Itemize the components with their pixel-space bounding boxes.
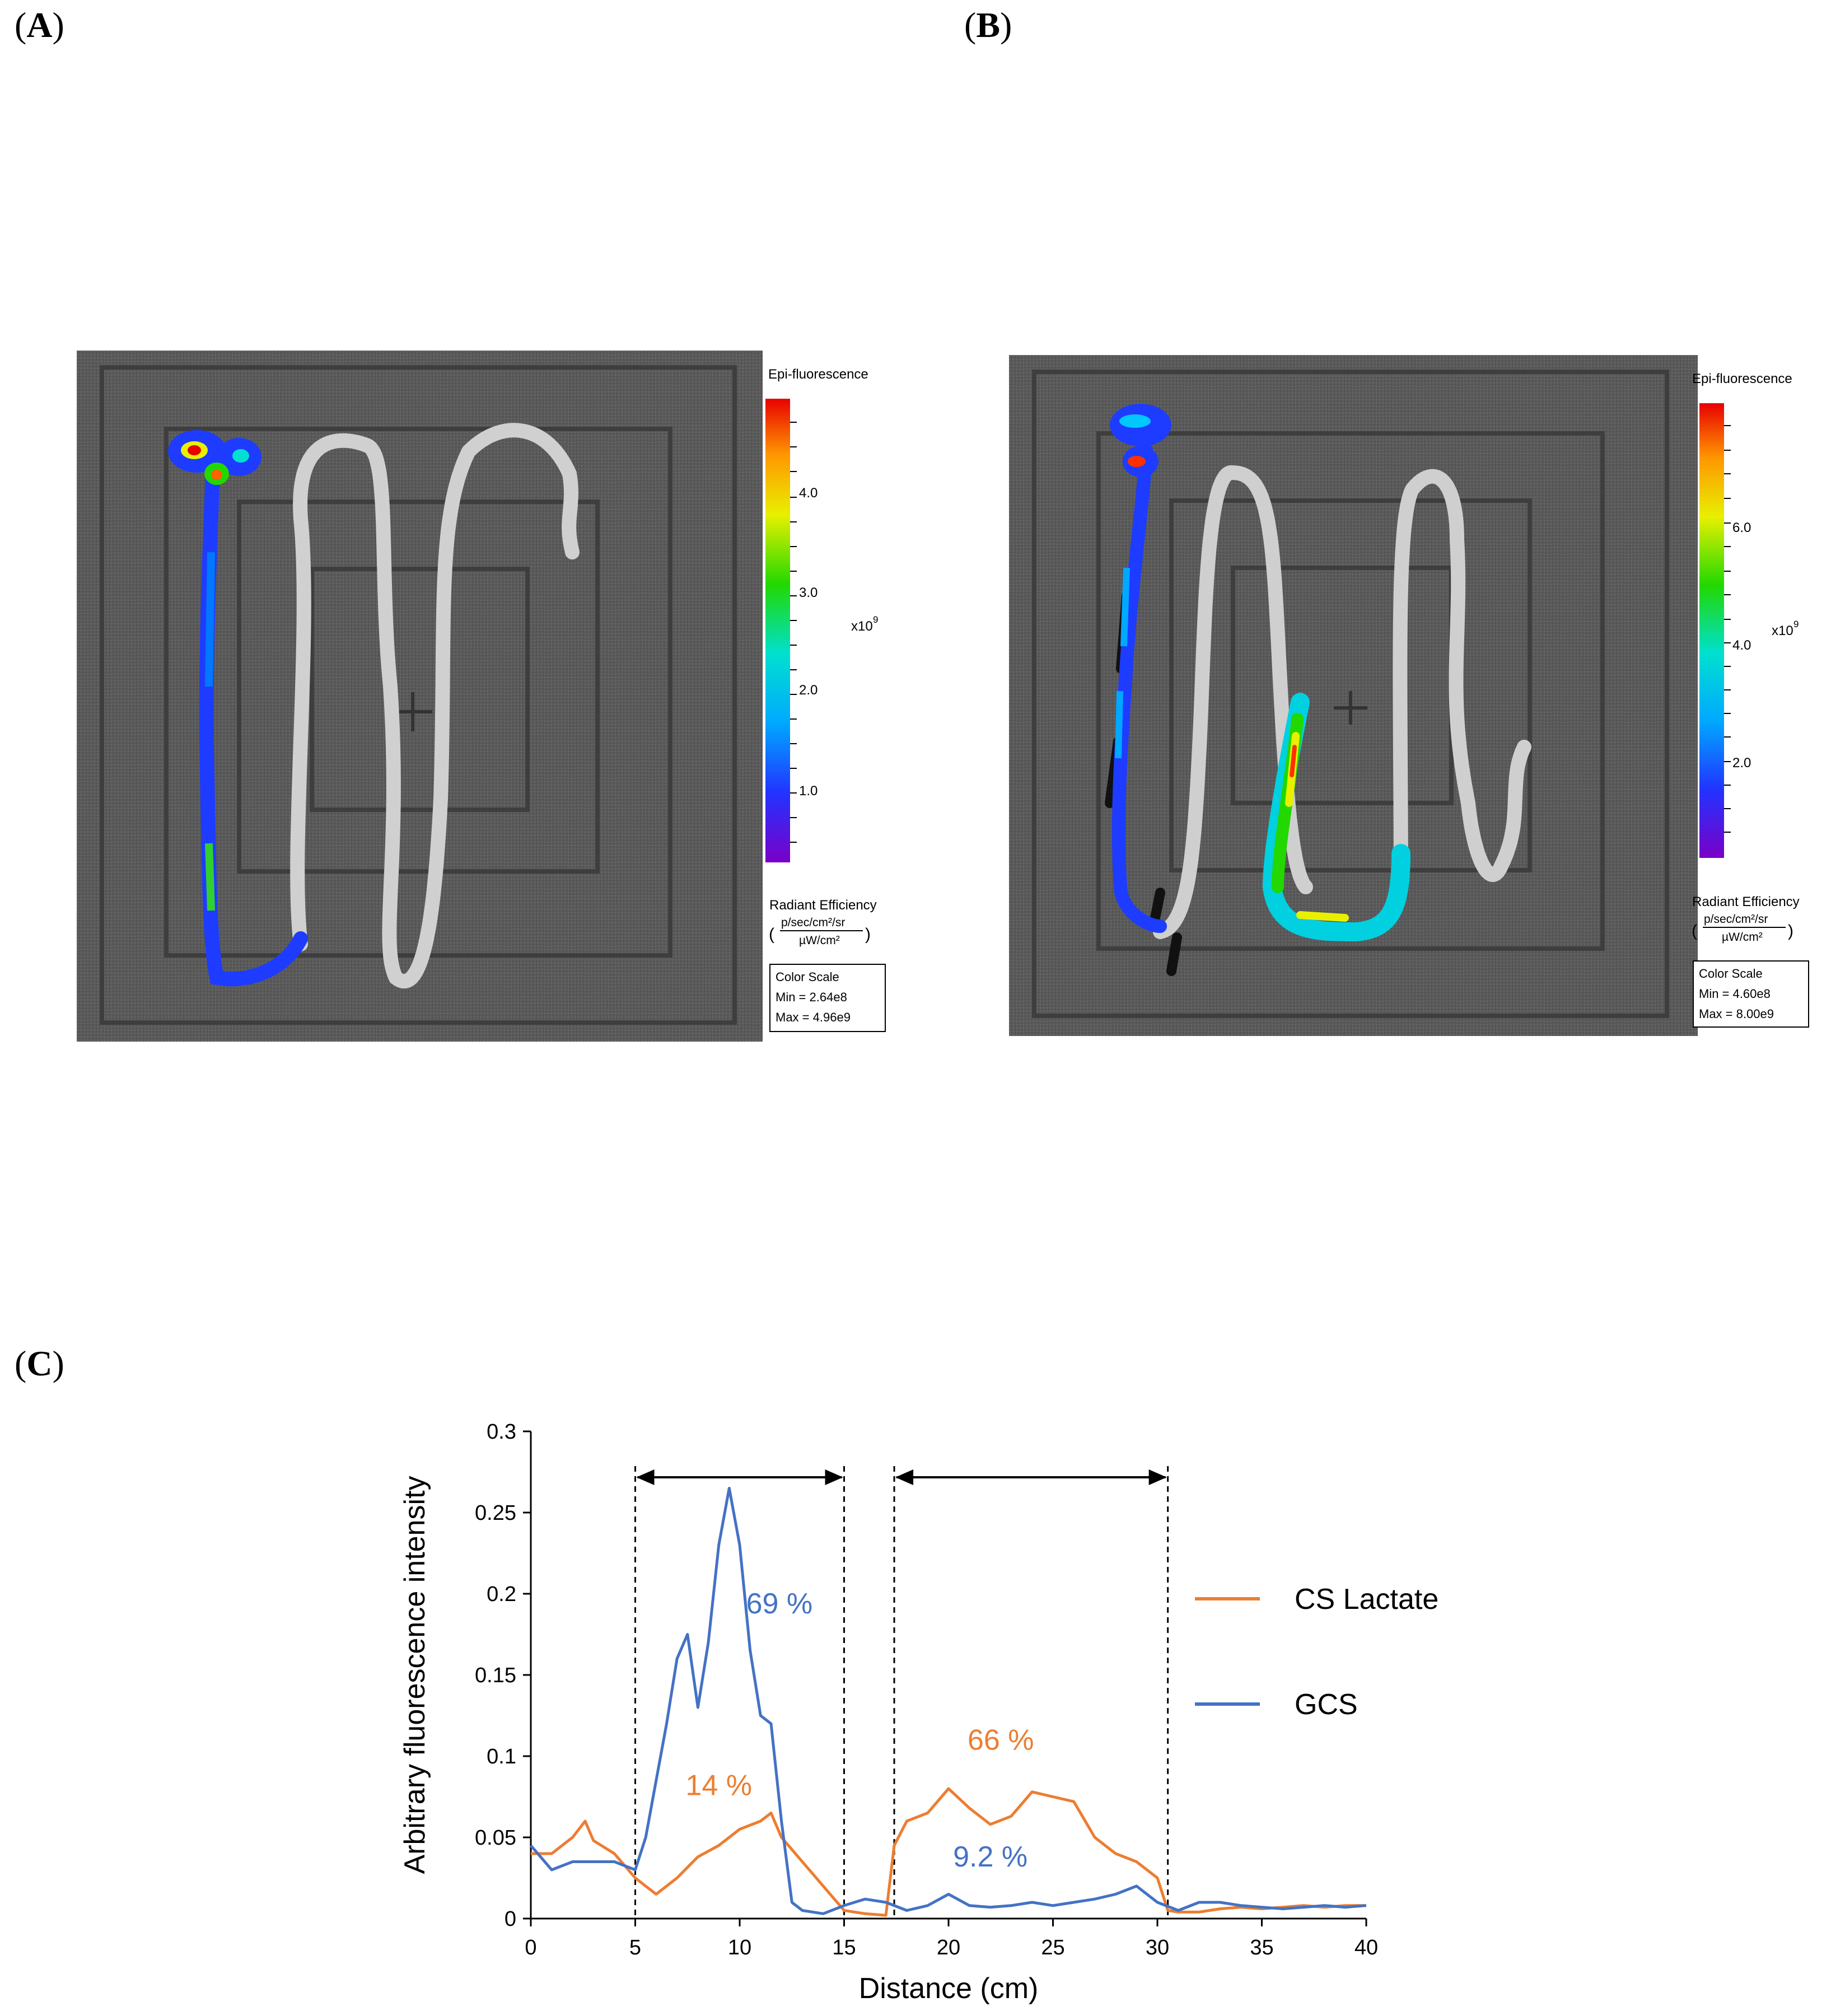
colorbar-exponent-base: x10 [1772,623,1793,638]
legend-label: CS Lactate [1295,1583,1438,1616]
colorbar-tick: 2.0 [1732,755,1751,771]
percentage-annotation: 9.2 % [953,1841,1027,1873]
svg-text:(: ( [769,925,774,944]
y-tick-label: 0.05 [475,1826,516,1850]
color-scale-bar [765,399,790,862]
colorbar-exponent-base: x10 [851,619,873,634]
svg-text:): ) [1788,922,1793,940]
legend-title: Epi-fluorescence [768,367,868,382]
x-tick-label: 40 [1354,1936,1378,1959]
x-tick-label: 25 [1041,1936,1064,1959]
panel-b-letter: B [976,5,1000,45]
region-markers [634,1466,1169,1919]
percentage-annotation: 69 % [746,1588,813,1620]
x-tick-label: 0 [525,1936,536,1959]
y-tick-label: 0.1 [487,1745,516,1768]
svg-text:): ) [865,925,871,944]
panel-c-letter: C [26,1343,53,1383]
color-scale-box [1693,960,1809,1028]
percentage-annotation: 14 % [685,1770,752,1802]
color-scale-min: Min = 4.60e8 [1699,987,1771,1001]
x-axis-label: Distance (cm) [859,1972,1039,2005]
legend-label: GCS [1295,1688,1358,1721]
region-arrow-head-right [825,1469,843,1485]
colorbar-tick: 4.0 [1732,638,1751,653]
x-tick-label: 20 [937,1936,960,1959]
panel-label-b: (B) [964,5,1012,45]
units-title: Radiant Efficiency [1692,894,1800,909]
region-arrow-head-left [895,1469,914,1485]
x-tick-label: 5 [629,1936,641,1959]
chart-annotations: 69 % 14 % 66 % 9.2 % [685,1588,1034,1873]
region-arrow-head-left [636,1469,655,1485]
panel-b-image: Epi-fluorescence 6.0 4.0 2.0 x10 9 Radia… [1009,355,1824,1036]
series-line-gcs [530,1487,1367,1915]
svg-text:(: ( [1692,922,1697,940]
colorbar-exponent-power: 9 [1793,619,1799,629]
x-tick-label: 15 [832,1936,856,1959]
color-scale-box [769,964,886,1032]
panel-label-c: (C) [15,1343,64,1383]
intestine-unlabeled-segment [290,423,580,989]
color-scale-max: Max = 8.00e9 [1699,1007,1774,1021]
series-line-cs-lactate [531,1787,1366,1917]
colorbar-tick: 3.0 [799,585,818,600]
units-numerator: p/sec/cm²/sr [781,916,845,929]
colorbar-tick: 2.0 [799,683,818,698]
color-scale-title: Color Scale [1699,967,1763,981]
color-scale-bar [1699,403,1724,858]
y-axis-label: Arbitrary fluorescence intensity [399,1476,431,1874]
region-arrow-head-right [1148,1469,1167,1485]
chart-legend: CS Lactate GCS [1195,1583,1438,1721]
y-tick-label: 0 [505,1907,516,1931]
panel-a-image: Epi-fluorescence 4.0 3.0 2.0 1.0 x10 9 R… [77,351,887,1042]
color-scale-min: Min = 2.64e8 [776,990,847,1004]
panel-label-a: (A) [15,5,64,45]
x-tick-label: 35 [1250,1936,1273,1959]
chart-axes: 0 0.05 0.1 0.15 0.2 0.25 0.3 0 5 10 15 20 25 30 35 40 Di… [399,1420,1378,2005]
colorbar-tick: 1.0 [799,783,818,799]
units-denominator: µW/cm² [799,934,840,947]
colorbar-tick: 4.0 [799,486,818,501]
y-tick-label: 0.2 [487,1583,516,1606]
colorbar-exponent-power: 9 [873,614,878,625]
y-tick-label: 0.15 [475,1664,516,1687]
y-tick-label: 0.25 [475,1501,516,1525]
units-denominator: µW/cm² [1722,931,1763,944]
x-tick-label: 10 [728,1936,751,1959]
units-title: Radiant Efficiency [769,898,877,913]
colorbar-tick: 6.0 [1732,520,1751,535]
legend-title: Epi-fluorescence [1692,371,1792,386]
units-numerator: p/sec/cm²/sr [1704,913,1768,926]
x-tick-label: 30 [1146,1936,1169,1959]
y-tick-label: 0.3 [487,1420,516,1444]
percentage-annotation: 66 % [968,1724,1034,1756]
color-scale-max: Max = 4.96e9 [776,1010,851,1024]
chart-series [530,1487,1367,1917]
panel-a-letter: A [26,5,53,45]
color-scale-title: Color Scale [776,970,839,984]
